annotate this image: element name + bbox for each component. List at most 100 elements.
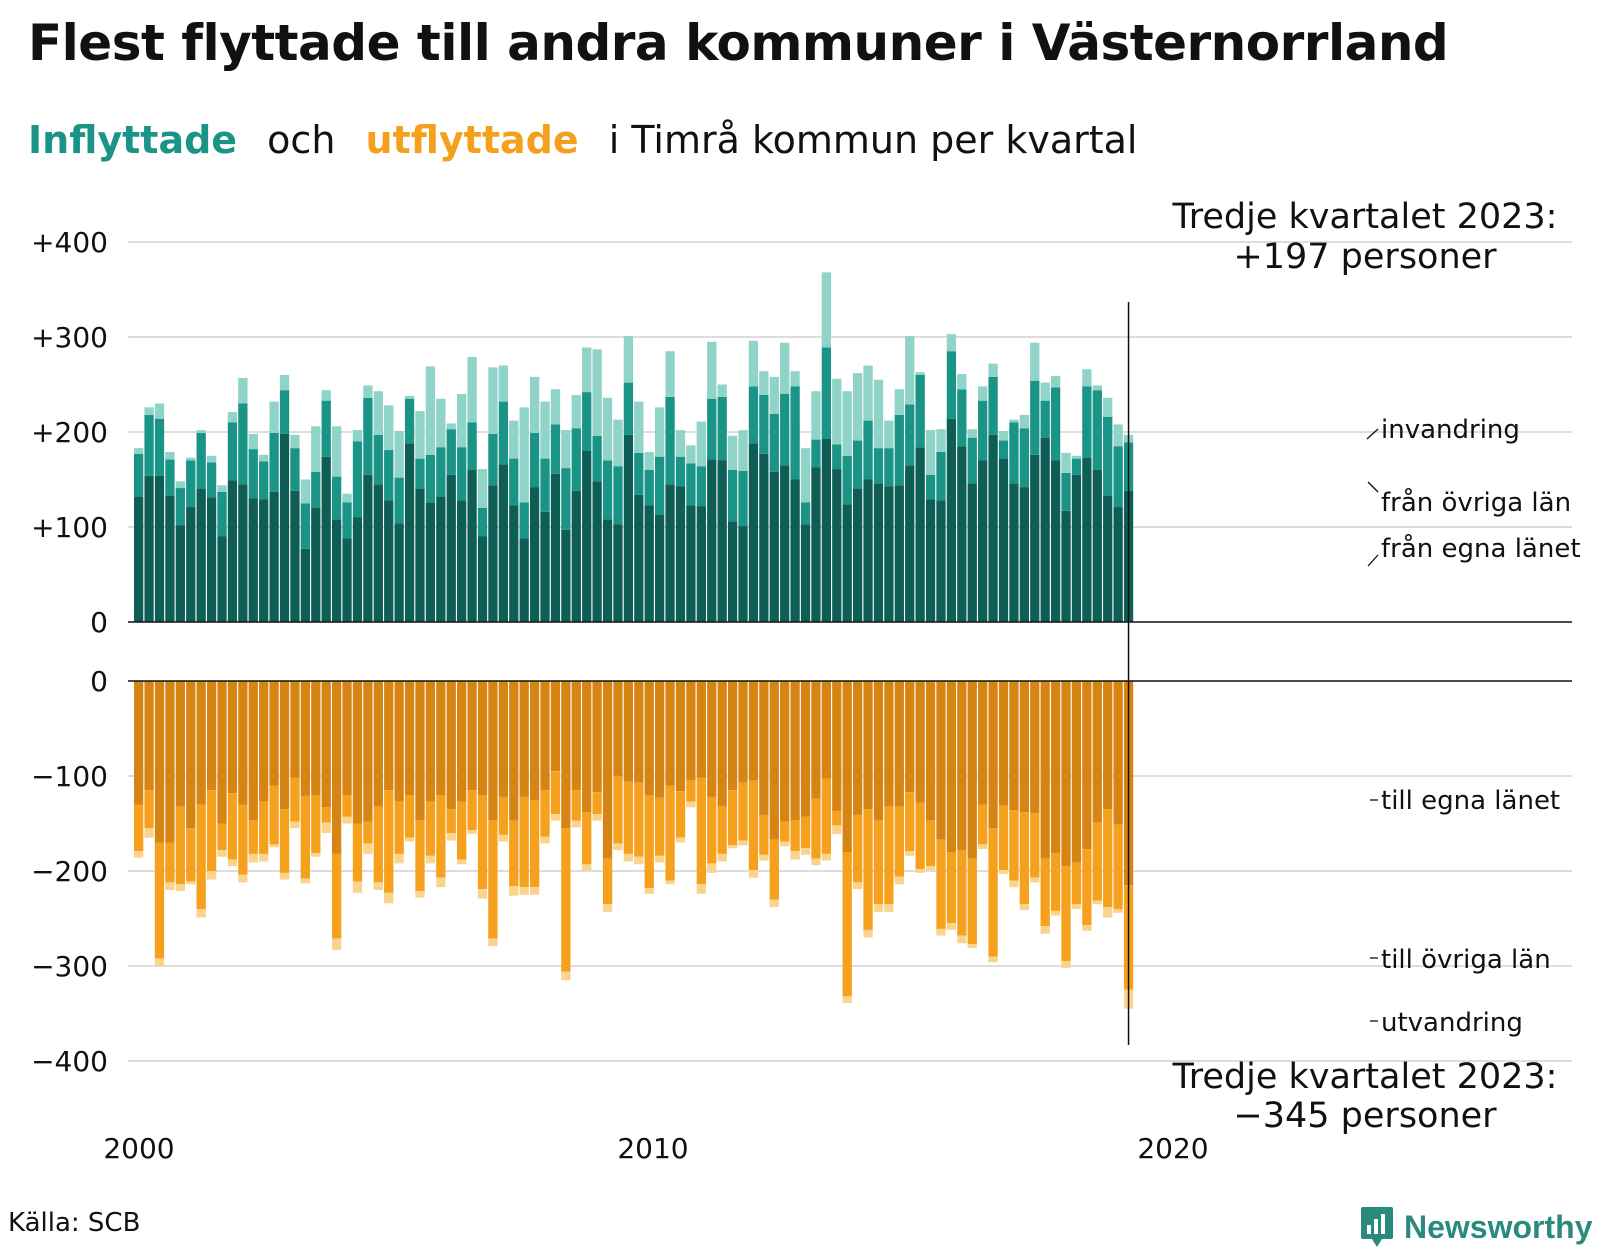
bar-in-other-county — [311, 471, 321, 508]
bar-in-own-county — [165, 495, 175, 622]
bar-in-immigration — [905, 336, 915, 405]
bar-out-own-county — [759, 681, 769, 815]
bar-in-own-county — [144, 475, 154, 622]
bar-out-emigration — [279, 872, 290, 880]
bar-in-other-county — [811, 439, 821, 468]
bar-out-own-county — [519, 681, 529, 797]
bar-out-own-county — [311, 681, 321, 795]
y-tick-label: −400 — [31, 1045, 108, 1078]
brand-logo: Newsworthy — [1360, 1205, 1592, 1249]
bar-out-emigration — [863, 929, 873, 938]
bar-out-own-county — [727, 681, 738, 791]
bar-out-own-county — [707, 681, 717, 797]
bar-out-own-county — [384, 681, 394, 791]
bar-in-own-county — [331, 519, 342, 622]
bar-in-immigration — [134, 448, 144, 454]
bar-in-own-county — [1103, 495, 1113, 622]
bar-out-own-county — [1082, 681, 1092, 850]
bar-in-immigration — [1019, 414, 1029, 429]
bar-in-immigration — [1050, 375, 1061, 388]
bar-in-immigration — [467, 356, 477, 423]
bar-out-emigration — [1019, 904, 1029, 910]
bar-out-own-county — [259, 681, 269, 802]
bar-out-own-county — [415, 681, 425, 821]
bar-in-other-county — [175, 488, 185, 526]
bar-in-own-county — [384, 500, 394, 622]
bar-out-own-county — [780, 681, 790, 822]
bar-out-own-county — [550, 681, 561, 772]
bar-out-other-county — [394, 801, 404, 854]
bar-in-other-county — [998, 440, 1009, 459]
legend-leader — [1367, 554, 1379, 567]
bar-out-other-county — [1050, 852, 1061, 911]
bar-out-own-county — [196, 681, 206, 805]
bar-out-own-county — [967, 681, 977, 859]
bar-out-other-county — [1009, 810, 1019, 881]
bar-in-other-county — [259, 461, 269, 500]
bar-out-own-county — [342, 681, 352, 795]
bar-out-other-county — [790, 820, 800, 852]
bar-in-own-county — [217, 536, 227, 622]
bar-out-other-county — [196, 804, 206, 909]
bar-out-other-county — [446, 809, 456, 833]
bar-out-other-county — [717, 806, 727, 854]
bar-in-immigration — [509, 420, 519, 459]
bar-in-immigration — [1103, 397, 1113, 417]
bar-in-other-county — [1050, 387, 1061, 461]
bar-in-immigration — [998, 431, 1009, 441]
bar-in-immigration — [717, 384, 727, 397]
bar-in-immigration — [321, 390, 331, 401]
bar-in-own-county — [1019, 487, 1029, 622]
bar-in-own-county — [373, 484, 383, 622]
bar-out-emigration — [331, 938, 342, 950]
bar-in-own-county — [457, 500, 467, 622]
bar-out-other-county — [259, 801, 269, 854]
bar-in-immigration — [279, 375, 290, 391]
legend-utvandring: utvandring — [1381, 1008, 1523, 1038]
bar-in-other-county — [352, 441, 363, 518]
annotation-top-line2: +197 personer — [1233, 237, 1497, 277]
bar-in-other-county — [738, 470, 748, 527]
bar-in-other-county — [790, 386, 800, 480]
bar-out-emigration — [905, 851, 915, 856]
bar-in-own-county — [696, 506, 706, 622]
bar-out-other-county — [884, 806, 894, 905]
bar-out-own-county — [206, 681, 217, 791]
bar-out-other-county — [759, 814, 769, 855]
bar-out-other-county — [540, 790, 550, 837]
bar-in-other-county — [988, 376, 998, 435]
bar-out-emigration — [269, 844, 279, 848]
bar-in-other-county — [644, 470, 654, 506]
bar-in-other-county — [748, 386, 759, 444]
bar-out-emigration — [467, 830, 477, 834]
bar-out-emigration — [696, 884, 706, 894]
bar-in-own-county — [467, 470, 477, 622]
bar-out-own-county — [498, 681, 508, 797]
bar-in-own-county — [352, 517, 363, 622]
bar-in-immigration — [748, 340, 759, 387]
bar-out-other-county — [821, 778, 832, 854]
bar-in-immigration — [290, 434, 300, 449]
bar-in-other-county — [509, 458, 519, 506]
bar-in-own-county — [832, 469, 842, 622]
bar-in-own-county — [550, 473, 561, 622]
bar-in-other-county — [905, 404, 915, 466]
bar-in-other-county — [1019, 428, 1029, 488]
bar-out-emigration — [811, 858, 821, 866]
bar-out-own-county — [290, 681, 300, 778]
bar-in-immigration — [425, 366, 436, 455]
chart-title: Flest flyttade till andra kommuner i Väs… — [28, 14, 1449, 72]
bar-out-own-county — [1061, 681, 1071, 867]
bar-out-own-county — [331, 681, 342, 854]
bar-in-own-county — [154, 475, 165, 622]
bar-out-emigration — [134, 851, 144, 858]
bar-in-own-county — [227, 480, 238, 622]
bar-in-immigration — [780, 342, 790, 394]
bar-in-other-county — [821, 347, 832, 439]
bar-out-emigration — [373, 882, 383, 890]
bar-in-own-county — [717, 460, 727, 622]
bar-in-other-county — [800, 502, 811, 525]
bar-in-own-county — [519, 538, 529, 622]
bar-out-other-county — [686, 780, 696, 802]
y-tick-label: +300 — [31, 321, 108, 354]
